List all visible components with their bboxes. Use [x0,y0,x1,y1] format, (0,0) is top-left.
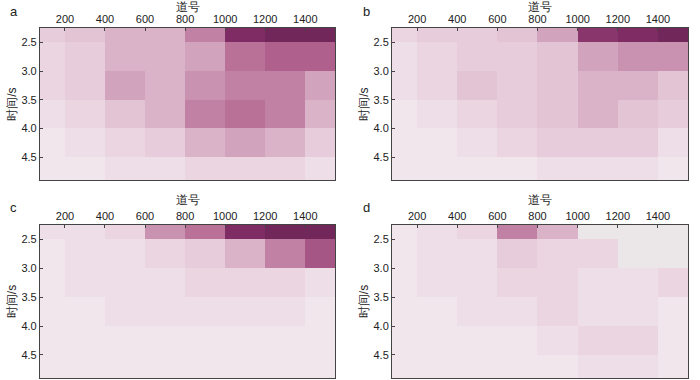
svg-text:2.5: 2.5 [21,233,36,245]
svg-text:600: 600 [488,13,506,25]
svg-text:1200: 1200 [253,210,277,222]
svg-text:3.5: 3.5 [374,291,389,303]
svg-text:4.5: 4.5 [21,151,36,163]
svg-text:时间/s: 时间/s [357,87,371,120]
svg-text:1000: 1000 [213,210,237,222]
svg-text:时间/s: 时间/s [5,87,19,120]
svg-text:4.5: 4.5 [21,349,36,361]
svg-text:a: a [10,4,18,19]
svg-text:1400: 1400 [646,210,670,222]
svg-text:4.0: 4.0 [21,122,36,134]
svg-text:3.0: 3.0 [374,262,389,274]
svg-text:道号: 道号 [528,0,552,14]
svg-text:2.5: 2.5 [374,36,389,48]
svg-text:1000: 1000 [565,210,589,222]
svg-text:1200: 1200 [253,13,277,25]
svg-text:800: 800 [528,13,546,25]
svg-text:道号: 道号 [176,193,200,207]
svg-text:c: c [10,200,17,215]
svg-text:3.5: 3.5 [21,291,36,303]
svg-text:200: 200 [56,210,74,222]
svg-text:400: 400 [96,13,114,25]
svg-text:1000: 1000 [213,13,237,25]
svg-text:800: 800 [176,210,194,222]
svg-text:1400: 1400 [646,13,670,25]
svg-text:200: 200 [56,13,74,25]
svg-text:600: 600 [488,210,506,222]
svg-text:600: 600 [136,13,154,25]
svg-text:3.5: 3.5 [21,94,36,106]
svg-text:4.0: 4.0 [374,122,389,134]
svg-text:800: 800 [528,210,546,222]
svg-text:200: 200 [408,210,426,222]
svg-text:4.0: 4.0 [21,320,36,332]
svg-text:道号: 道号 [176,0,200,14]
svg-text:3.0: 3.0 [21,262,36,274]
svg-text:3.0: 3.0 [374,65,389,77]
svg-text:1000: 1000 [565,13,589,25]
svg-text:1400: 1400 [293,210,317,222]
svg-text:1400: 1400 [293,13,317,25]
svg-text:4.5: 4.5 [374,151,389,163]
svg-text:道号: 道号 [528,193,552,207]
svg-text:400: 400 [448,13,466,25]
svg-text:3.5: 3.5 [374,94,389,106]
svg-text:d: d [363,200,370,215]
svg-text:800: 800 [176,13,194,25]
svg-text:400: 400 [448,210,466,222]
svg-text:400: 400 [96,210,114,222]
svg-text:2.5: 2.5 [374,233,389,245]
svg-text:3.0: 3.0 [21,65,36,77]
svg-text:1200: 1200 [606,13,630,25]
svg-text:1200: 1200 [606,210,630,222]
svg-text:时间/s: 时间/s [357,285,371,318]
svg-text:4.5: 4.5 [374,349,389,361]
svg-text:2.5: 2.5 [21,36,36,48]
svg-text:b: b [363,4,370,19]
svg-text:200: 200 [408,13,426,25]
svg-text:时间/s: 时间/s [5,285,19,318]
svg-text:600: 600 [136,210,154,222]
svg-text:4.0: 4.0 [374,320,389,332]
